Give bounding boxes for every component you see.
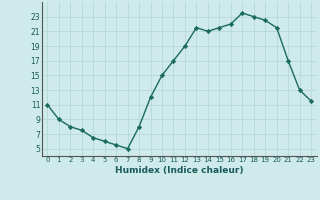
X-axis label: Humidex (Indice chaleur): Humidex (Indice chaleur) [115,166,244,175]
